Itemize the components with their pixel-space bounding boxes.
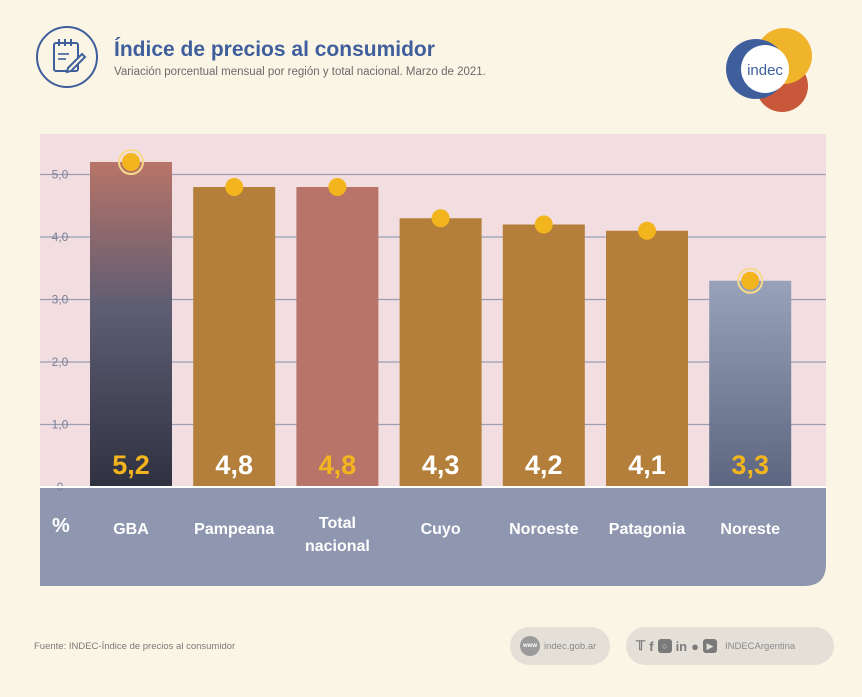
bar [709,280,792,487]
notepad-icon [36,26,98,88]
category-label: Patagonia [609,521,686,538]
bar [606,230,688,487]
page-title: Índice de precios al consumidor [114,38,435,61]
bar-marker [225,178,244,196]
data-label: 3,3 [731,450,769,480]
bar [399,218,482,487]
axis-band [40,487,826,586]
data-label: 4,1 [628,450,666,480]
website-link[interactable]: indec.gob.ar [544,640,597,652]
data-label: 4,3 [422,450,460,480]
twitter-icon[interactable]: 𝕋 [636,638,646,653]
category-label: nacional [305,538,370,555]
marker-halo [118,149,144,175]
bar [90,162,172,487]
bar-marker [741,271,760,290]
bar [193,187,276,487]
youtube-icon[interactable]: ▶ [702,639,717,653]
category-label: Pampeana [194,521,274,538]
data-label: 5,2 [112,450,150,480]
linkedin-icon[interactable]: in [675,638,688,654]
marker-halo [737,267,764,294]
bar-marker [328,178,347,196]
category-label: Total [319,515,356,532]
category-label: GBA [113,521,149,538]
spotify-icon[interactable]: ● [691,638,699,654]
category-label: Noreste [720,521,780,538]
website-pill[interactable]: www indec.gob.ar [510,627,610,665]
y-tick-label: 3,0 [52,293,69,307]
data-label: 4,2 [525,450,563,480]
data-label: 4,8 [215,450,253,480]
logo-text: indec [747,62,783,79]
page-subtitle: Variación porcentual mensual por región … [114,66,486,78]
source-note: Fuente: INDEC-Índice de precios al consu… [34,641,236,652]
bar-chart: 01,02,03,04,05,0%5,2GBA4,8Pampeana4,8Tot… [40,134,826,586]
globe-icon: www [520,636,540,656]
facebook-icon[interactable]: f [649,638,654,654]
bar-marker [534,215,553,234]
bar-marker [431,209,450,228]
bar [296,187,379,487]
category-label: Cuyo [421,521,461,538]
y-tick-label: 1,0 [52,418,69,432]
y-tick-label: 4,0 [52,230,69,244]
y-tick-label: 5,0 [52,168,69,182]
y-tick-label: 2,0 [52,355,69,369]
bar [502,224,585,487]
category-label: Noroeste [509,521,578,538]
data-label: 4,8 [319,450,357,480]
indec-logo: indec [722,26,814,112]
bar-marker [122,153,140,171]
instagram-icon[interactable]: ○ [657,639,672,653]
bar-marker [638,221,656,240]
social-pill[interactable]: 𝕋 f ○ in ● ▶ INDECArgentina [626,627,834,665]
y-unit-label: % [52,515,70,537]
social-handle: INDECArgentina [724,640,796,652]
